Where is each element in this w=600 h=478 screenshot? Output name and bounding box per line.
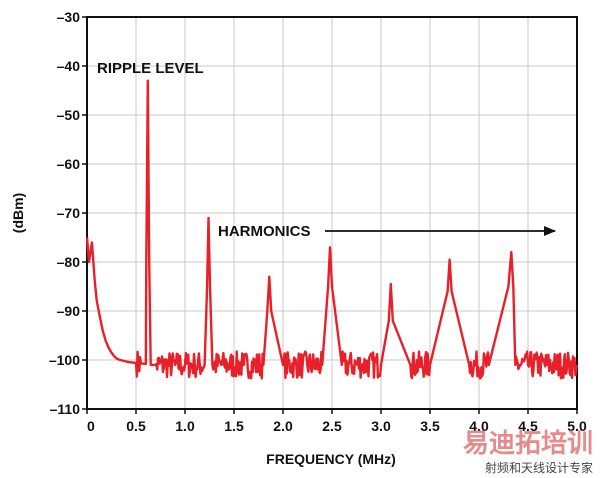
- harmonics-annotation: HARMONICS: [218, 223, 311, 240]
- y-tick-label: –40: [57, 58, 81, 74]
- x-tick-label: 2.0: [273, 418, 293, 434]
- x-tick-label: 4.5: [518, 418, 538, 434]
- y-tick-label: –30: [57, 9, 81, 25]
- grid-lines: [87, 17, 577, 409]
- y-tick-label: –100: [49, 352, 80, 368]
- y-tick-label: –70: [57, 205, 81, 221]
- x-tick-label: 1.5: [224, 418, 244, 434]
- y-axis-label: (dBm): [10, 193, 26, 233]
- x-tick-label: 3.5: [420, 418, 440, 434]
- x-tick-label: 3.0: [371, 418, 391, 434]
- x-tick-label: 1.0: [175, 418, 195, 434]
- y-tick-label: –60: [57, 156, 81, 172]
- watermark-sub-text: 射频和天线设计专家: [485, 460, 593, 475]
- watermark-main-text: 易迪拓培训: [463, 428, 593, 458]
- x-tick-label: 4.0: [469, 418, 489, 434]
- x-axis-ticks: 0 0.5 1.0 1.5 2.0 2.5 3.0 3.5 4.0 4.5 5.0: [86, 409, 587, 434]
- x-tick-label: 0: [87, 418, 95, 434]
- y-tick-label: –50: [57, 107, 81, 123]
- series-line: [85, 79, 579, 380]
- y-tick-label: –80: [57, 254, 81, 270]
- ripple-level-annotation: RIPPLE LEVEL: [97, 60, 204, 77]
- y-tick-label: –90: [57, 303, 81, 319]
- x-tick-label: 5.0: [567, 418, 587, 434]
- y-axis-ticks: –30 –40 –50 –60 –70 –80 –90 –100 –110: [49, 9, 87, 417]
- x-tick-label: 2.5: [322, 418, 342, 434]
- x-tick-label: 0.5: [126, 418, 146, 434]
- x-axis-label: FREQUENCY (MHz): [266, 451, 396, 467]
- y-tick-label: –110: [50, 401, 81, 417]
